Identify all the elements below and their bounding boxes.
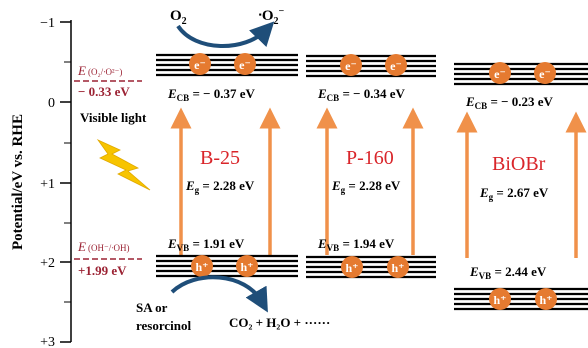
material-biobr: e⁻ e⁻ ECB = − 0.23 eV BiOBr Eg = 2.67 eV… [454, 62, 588, 311]
electron-icon [189, 53, 211, 75]
conduction-band-biobr [454, 62, 588, 86]
ref-oh-sub: (OH⁻/ᐧOH) [88, 243, 130, 253]
evb-b25: EVB = 1.91 eV [167, 236, 245, 253]
hole-label: h⁺ [345, 261, 358, 275]
electron-icon [489, 62, 511, 84]
reactant-line1: SA or [136, 300, 168, 315]
ref-oh-value: +1.99 eV [78, 263, 127, 278]
conduction-band-b25 [156, 53, 298, 77]
products-label: CO₂ + H₂O + ······ [229, 315, 330, 330]
reference-o2: E (O₂/ᐧO²⁻) − 0.33 eV [74, 63, 142, 99]
o2-label: O2 [170, 8, 187, 27]
hole-icon [387, 256, 409, 278]
tick-label: +2 [40, 256, 55, 271]
material-b25: e⁻ e⁻ ECB = − 0.37 eV B-25 Eg = 2.28 eV … [156, 53, 298, 278]
material-name: B-25 [200, 147, 240, 169]
electron-label: e⁻ [539, 67, 551, 81]
ecb-biobr: ECB = − 0.23 eV [465, 94, 554, 111]
conduction-band-p160 [306, 54, 436, 78]
electron-label: e⁻ [494, 67, 506, 81]
ref-o2-sub: (O₂/ᐧO²⁻) [88, 67, 122, 77]
hole-icon [191, 255, 213, 277]
hole-icon [341, 256, 363, 278]
hole-label: h⁺ [240, 260, 253, 274]
oxidation-curve-arrow [170, 275, 268, 313]
electron-label: e⁻ [345, 59, 357, 73]
hole-icon [236, 255, 258, 277]
hole-icon [489, 288, 511, 310]
electron-icon [534, 62, 556, 84]
hole-label: h⁺ [539, 293, 552, 307]
tick-label: 0 [48, 96, 55, 111]
ecb-b25: ECB = − 0.37 eV [167, 86, 256, 103]
hole-label: h⁺ [391, 261, 404, 275]
tick-label: −1 [40, 16, 55, 31]
y-axis: −1 0 +1 +2 +3 Potential/eV vs. RHE [10, 16, 72, 348]
ref-o2-value: − 0.33 eV [78, 84, 130, 99]
ref-o2-E: E [77, 63, 86, 78]
electron-icon [340, 54, 362, 76]
valence-band-biobr [454, 287, 588, 311]
tick-label: +1 [40, 177, 55, 192]
electron-icon [385, 54, 407, 76]
reduction-curve-arrow [176, 21, 275, 48]
eg-b25: Eg = 2.28 eV [185, 178, 255, 195]
lightning-icon [96, 139, 151, 191]
material-p160: e⁻ e⁻ ECB = − 0.34 eV P-160 Eg = 2.28 eV… [306, 54, 436, 279]
eg-p160: Eg = 2.28 eV [331, 178, 401, 195]
hole-label: h⁺ [493, 293, 506, 307]
material-name: P-160 [346, 147, 394, 169]
evb-biobr: EVB = 2.44 eV [469, 264, 547, 281]
ecb-p160: ECB = − 0.34 eV [317, 86, 406, 103]
electron-icon [234, 53, 256, 75]
evb-p160: EVB = 1.94 eV [317, 236, 395, 253]
electron-label: e⁻ [194, 58, 206, 72]
visible-light-label: Visible light [80, 110, 147, 125]
valence-band-p160 [306, 255, 436, 279]
electron-label: e⁻ [239, 58, 251, 72]
tick-label: +3 [40, 335, 55, 348]
reference-oh: E (OH⁻/ᐧOH) +1.99 eV [74, 239, 142, 278]
reactant-line2: resorcinol [136, 318, 192, 333]
eg-biobr: Eg = 2.67 eV [479, 185, 549, 202]
electron-label: e⁻ [390, 59, 402, 73]
hole-icon [535, 288, 557, 310]
superoxide-label: ᐧO2− [258, 6, 285, 27]
ref-oh-E: E [77, 239, 86, 254]
y-axis-label: Potential/eV vs. RHE [10, 114, 26, 250]
material-name: BiOBr [492, 153, 546, 175]
valence-band-b25 [156, 254, 298, 278]
hole-label: h⁺ [195, 260, 208, 274]
